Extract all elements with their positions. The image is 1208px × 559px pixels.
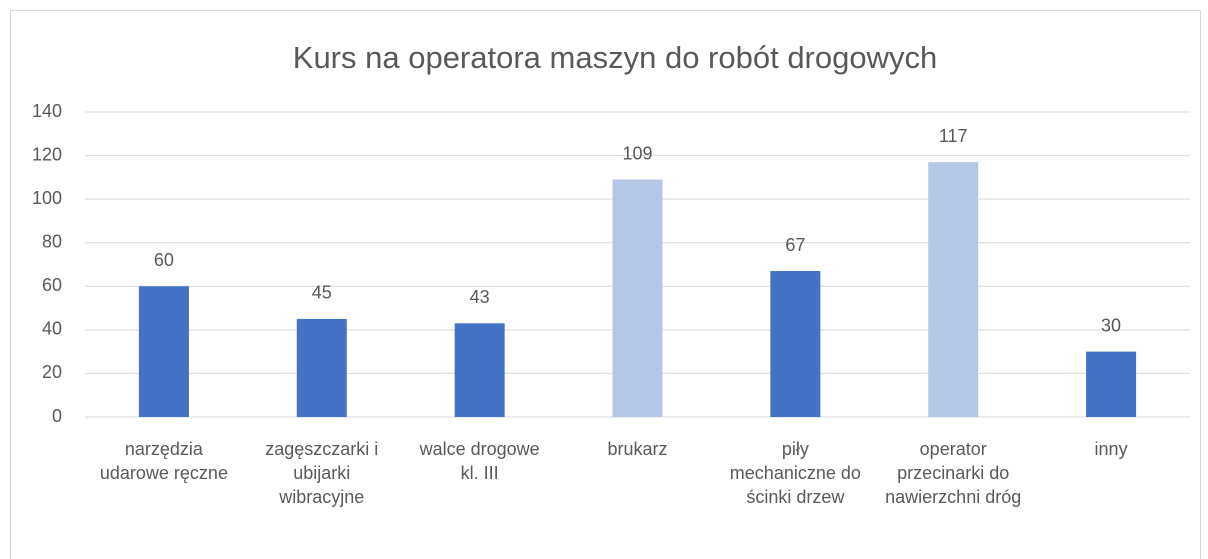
chart-title: Kurs na operatora maszyn do robót drogow… — [293, 40, 937, 75]
y-tick-label: 0 — [52, 406, 62, 426]
data-label: 30 — [1101, 315, 1121, 335]
x-tick-label: inny — [1094, 439, 1128, 459]
data-label: 117 — [939, 126, 968, 146]
y-tick-label: 120 — [32, 144, 62, 164]
data-label: 60 — [154, 250, 174, 270]
data-label: 109 — [622, 143, 652, 163]
bar — [296, 318, 347, 417]
y-tick-label: 40 — [42, 319, 62, 339]
bar — [1086, 351, 1137, 417]
data-label: 45 — [312, 283, 332, 303]
y-tick-label: 140 — [32, 101, 62, 121]
bar — [928, 162, 979, 417]
y-tick-label: 60 — [42, 275, 62, 295]
x-tick-label: walce drogowe kl. III — [419, 439, 540, 483]
x-tick-label: brukarz — [607, 439, 668, 459]
x-tick-label: zagęszczarki i ubijarki wibracyjne — [265, 439, 379, 507]
bar — [612, 179, 663, 417]
bar — [138, 286, 189, 417]
x-tick-label: piły mechaniczne do ścinki drzew — [729, 439, 861, 507]
bar — [454, 323, 505, 417]
chart-border — [10, 10, 1201, 559]
data-label: 67 — [785, 235, 805, 255]
x-tick-label: operator przecinarki do nawierzchni dróg — [885, 439, 1022, 507]
x-tick-label: narzędzia udarowe ręczne — [99, 439, 228, 483]
y-tick-label: 20 — [42, 362, 62, 382]
y-tick-label: 100 — [32, 188, 62, 208]
y-tick-label: 80 — [42, 231, 62, 251]
data-label: 43 — [470, 287, 490, 307]
bar — [770, 271, 821, 417]
